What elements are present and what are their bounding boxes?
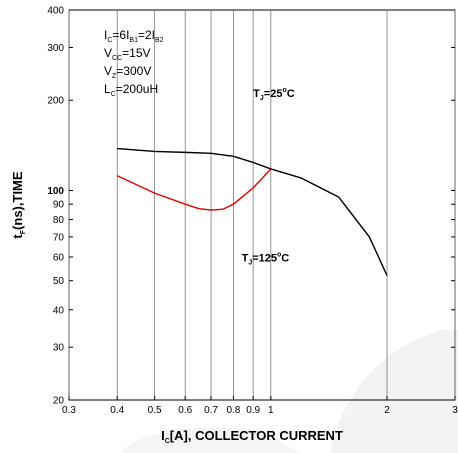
y-axis-title-part: F xyxy=(20,229,27,234)
watermark xyxy=(120,330,458,453)
condition-line-part: CC xyxy=(112,55,122,62)
annotation-tj25: TJ=25oC xyxy=(253,87,295,102)
x-tick-label: 3 xyxy=(452,405,458,416)
x-tick-label: 2 xyxy=(384,405,390,416)
y-tick-label: 80 xyxy=(53,215,65,226)
annotation-tj25-part: J xyxy=(260,95,264,102)
x-tick-label: 0.7 xyxy=(204,405,218,416)
annotation-tj125-part: =125 xyxy=(252,252,277,264)
x-tick-label: 0.4 xyxy=(110,405,124,416)
series-line-0 xyxy=(117,147,388,276)
annotation-tj125-part: J xyxy=(248,259,252,266)
condition-line-part: C xyxy=(111,91,116,98)
x-axis-title: IC[A], COLLECTOR CURRENT xyxy=(161,428,343,445)
y-tick-label: 300 xyxy=(47,43,64,54)
annotation-tj125-part: o xyxy=(277,251,281,258)
y-tick-label: 50 xyxy=(53,276,65,287)
y-axis-title: tF(ns),TIME xyxy=(10,171,27,238)
annotation-tj25-part: T xyxy=(253,88,260,100)
y-tick-label: 60 xyxy=(53,252,65,263)
y-tick-label: 200 xyxy=(47,96,64,107)
y-tick-label: 70 xyxy=(53,232,65,243)
condition-line: VCC=15V xyxy=(104,46,151,62)
y-axis: 20 30 40 50 60 70 80 90 100 200 300 400 xyxy=(47,6,455,407)
y-tick-label: 90 xyxy=(53,200,65,211)
condition-line: VZ=300V xyxy=(104,64,151,80)
y-tick-label: 20 xyxy=(53,396,65,407)
condition-line-part: =300V xyxy=(116,64,151,78)
y-tick-label: 100 xyxy=(47,186,64,197)
condition-line-part: =6I xyxy=(112,28,129,42)
annotation-tj25-part: =25 xyxy=(264,88,283,100)
x-tick-label: 1 xyxy=(268,405,274,416)
x-tick-label: 0.3 xyxy=(62,405,76,416)
series-line-1 xyxy=(116,168,272,211)
condition-line-part: I xyxy=(104,28,107,42)
x-tick-label: 0.9 xyxy=(246,405,260,416)
grid xyxy=(68,10,456,400)
condition-line-part: =200uH xyxy=(116,82,158,96)
condition-line: IC=6IB1=2IB2 xyxy=(104,28,164,44)
condition-line: LC=200uH xyxy=(104,82,158,98)
y-axis-title-part: (ns),TIME xyxy=(10,171,25,230)
x-tick-label: 0.5 xyxy=(148,405,162,416)
annotation-tj125: TJ=125oC xyxy=(242,251,290,266)
condition-line-part: B2 xyxy=(155,37,164,44)
x-axis: 0.3 0.4 0.5 0.6 0.7 0.8 0.9 1 2 3 xyxy=(62,396,458,416)
x-axis-title-part: [A], COLLECTOR CURRENT xyxy=(170,428,343,443)
x-tick-label: 0.6 xyxy=(178,405,192,416)
annotation-tj125-part: T xyxy=(242,252,249,264)
y-tick-label: 40 xyxy=(53,305,65,316)
condition-line-part: =2I xyxy=(138,28,155,42)
condition-line-part: Z xyxy=(112,73,117,80)
series-layer xyxy=(116,147,388,276)
y-tick-label: 30 xyxy=(53,343,65,354)
condition-line-part: V xyxy=(104,46,112,60)
condition-line-part: C xyxy=(107,37,112,44)
y-tick-label: 400 xyxy=(47,6,64,17)
annotation-tj25-part: C xyxy=(287,88,295,100)
x-axis-title-part: I xyxy=(161,428,165,443)
condition-line-part: V xyxy=(104,64,112,78)
condition-line-part: B1 xyxy=(129,37,138,44)
y-axis-title-part: t xyxy=(10,234,25,239)
x-tick-label: 0.8 xyxy=(226,405,240,416)
annotation-tj125-part: C xyxy=(281,252,289,264)
annotation-tj25-part: o xyxy=(282,87,286,94)
x-axis-title-part: C xyxy=(165,438,170,445)
condition-line-part: =15V xyxy=(122,46,150,60)
condition-line-part: L xyxy=(104,82,111,96)
